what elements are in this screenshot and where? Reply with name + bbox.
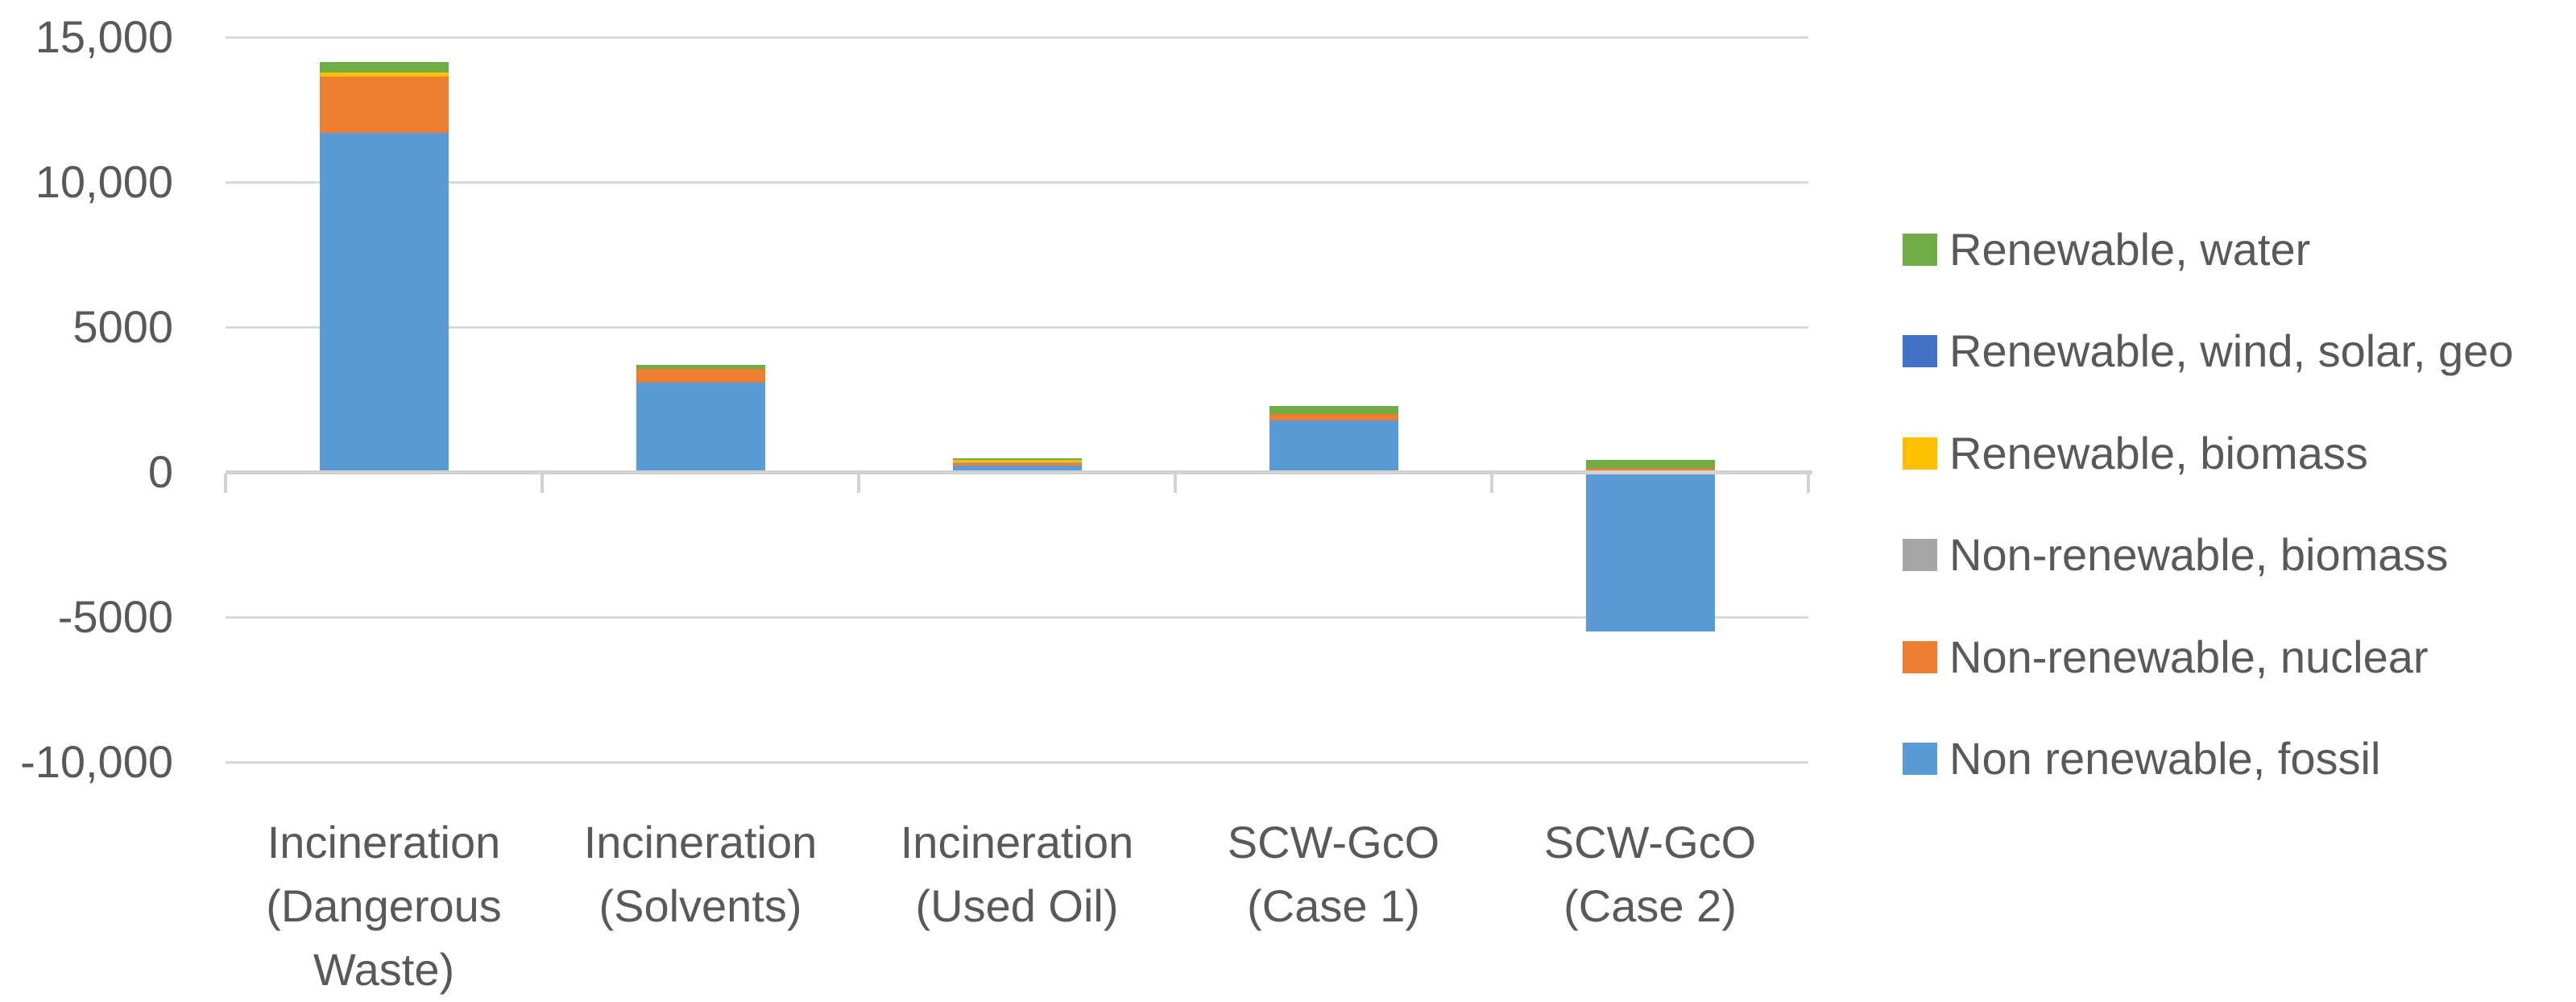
x-axis-tick (857, 474, 860, 493)
x-axis-tick (1174, 474, 1177, 493)
legend-item-label: Non-renewable, biomass (1949, 529, 2449, 581)
bar-segment (319, 76, 449, 133)
legend-swatch (1903, 539, 1937, 572)
y-gridline (226, 181, 1808, 184)
y-axis-tick-label: 10,000 (35, 156, 173, 207)
x-axis-category-label-line: (Dangerous (266, 880, 502, 931)
x-axis-category-label-line: (Used Oil) (915, 880, 1119, 931)
x-axis-tick (1807, 474, 1810, 493)
bar-segment (1585, 467, 1715, 472)
y-axis-tick-label: -5000 (57, 591, 173, 642)
x-axis-category-label-line: (Case 2) (1563, 880, 1737, 931)
y-axis-tick-label: 5000 (72, 301, 173, 352)
legend-item-label: Renewable, wind, solar, geo (1949, 325, 2514, 377)
x-axis-category-label: Incineration (Solvents) (542, 810, 859, 938)
legend-swatch (1903, 234, 1937, 266)
x-axis-tick (540, 474, 544, 493)
bar-segment (952, 459, 1082, 462)
x-axis-tick (1490, 474, 1493, 493)
bar-segment (952, 458, 1082, 460)
y-axis-tick-label: 15,000 (35, 11, 173, 62)
bar-segment (636, 383, 765, 472)
x-axis-category-label-line: Incineration (267, 817, 501, 867)
x-axis-category-label-line: (Case 1) (1247, 880, 1420, 931)
x-axis-category-label: Incineration (Dangerous Waste) (226, 810, 542, 1001)
x-axis-category-label: SCW-GcO (Case 2) (1492, 810, 1808, 938)
x-axis-category-label-line: Incineration (900, 817, 1134, 867)
x-axis-tick (224, 474, 227, 493)
y-gridline (226, 761, 1808, 764)
x-axis-category-label-line: Waste) (313, 944, 455, 995)
bar-segment (1269, 414, 1398, 420)
legend-item-label: Renewable, water (1949, 224, 2311, 275)
y-axis-tick-label: -10,000 (20, 736, 173, 787)
legend-swatch (1903, 640, 1937, 673)
y-gridline (226, 36, 1808, 39)
x-axis-category-label-line: SCW-GcO (1227, 817, 1440, 867)
legend-item-label: Renewable, biomass (1949, 427, 2368, 478)
x-axis-category-label: SCW-GcO (Case 1) (1175, 810, 1492, 938)
legend-swatch (1903, 437, 1937, 470)
bar-segment (1585, 472, 1715, 631)
legend-item-label: Non-renewable, nuclear (1949, 631, 2429, 682)
bar-segment (1269, 420, 1398, 472)
x-axis-category-label: Incineration (Used Oil) (859, 810, 1175, 938)
bar-segment (319, 132, 449, 472)
legend-swatch (1903, 743, 1937, 775)
x-axis-category-label-line: (Solvents) (598, 880, 802, 931)
bar-segment (952, 463, 1082, 466)
y-gridline (226, 326, 1808, 329)
bar-segment (319, 61, 449, 72)
bar-segment (636, 365, 765, 370)
bar-segment (952, 465, 1082, 472)
bar-segment (952, 462, 1082, 464)
legend-item-label: Non renewable, fossil (1949, 733, 2381, 784)
y-axis-tick-label: 0 (147, 446, 173, 497)
bar-segment (1269, 405, 1398, 414)
bar-segment (319, 72, 449, 77)
x-axis-category-label-line: Incineration (583, 817, 818, 867)
x-axis-baseline (226, 470, 1812, 474)
x-axis-category-label-line: SCW-GcO (1543, 817, 1757, 867)
y-gridline (226, 616, 1808, 619)
legend-swatch (1903, 335, 1937, 368)
bar-segment (636, 369, 765, 383)
bar-segment (1585, 459, 1715, 468)
